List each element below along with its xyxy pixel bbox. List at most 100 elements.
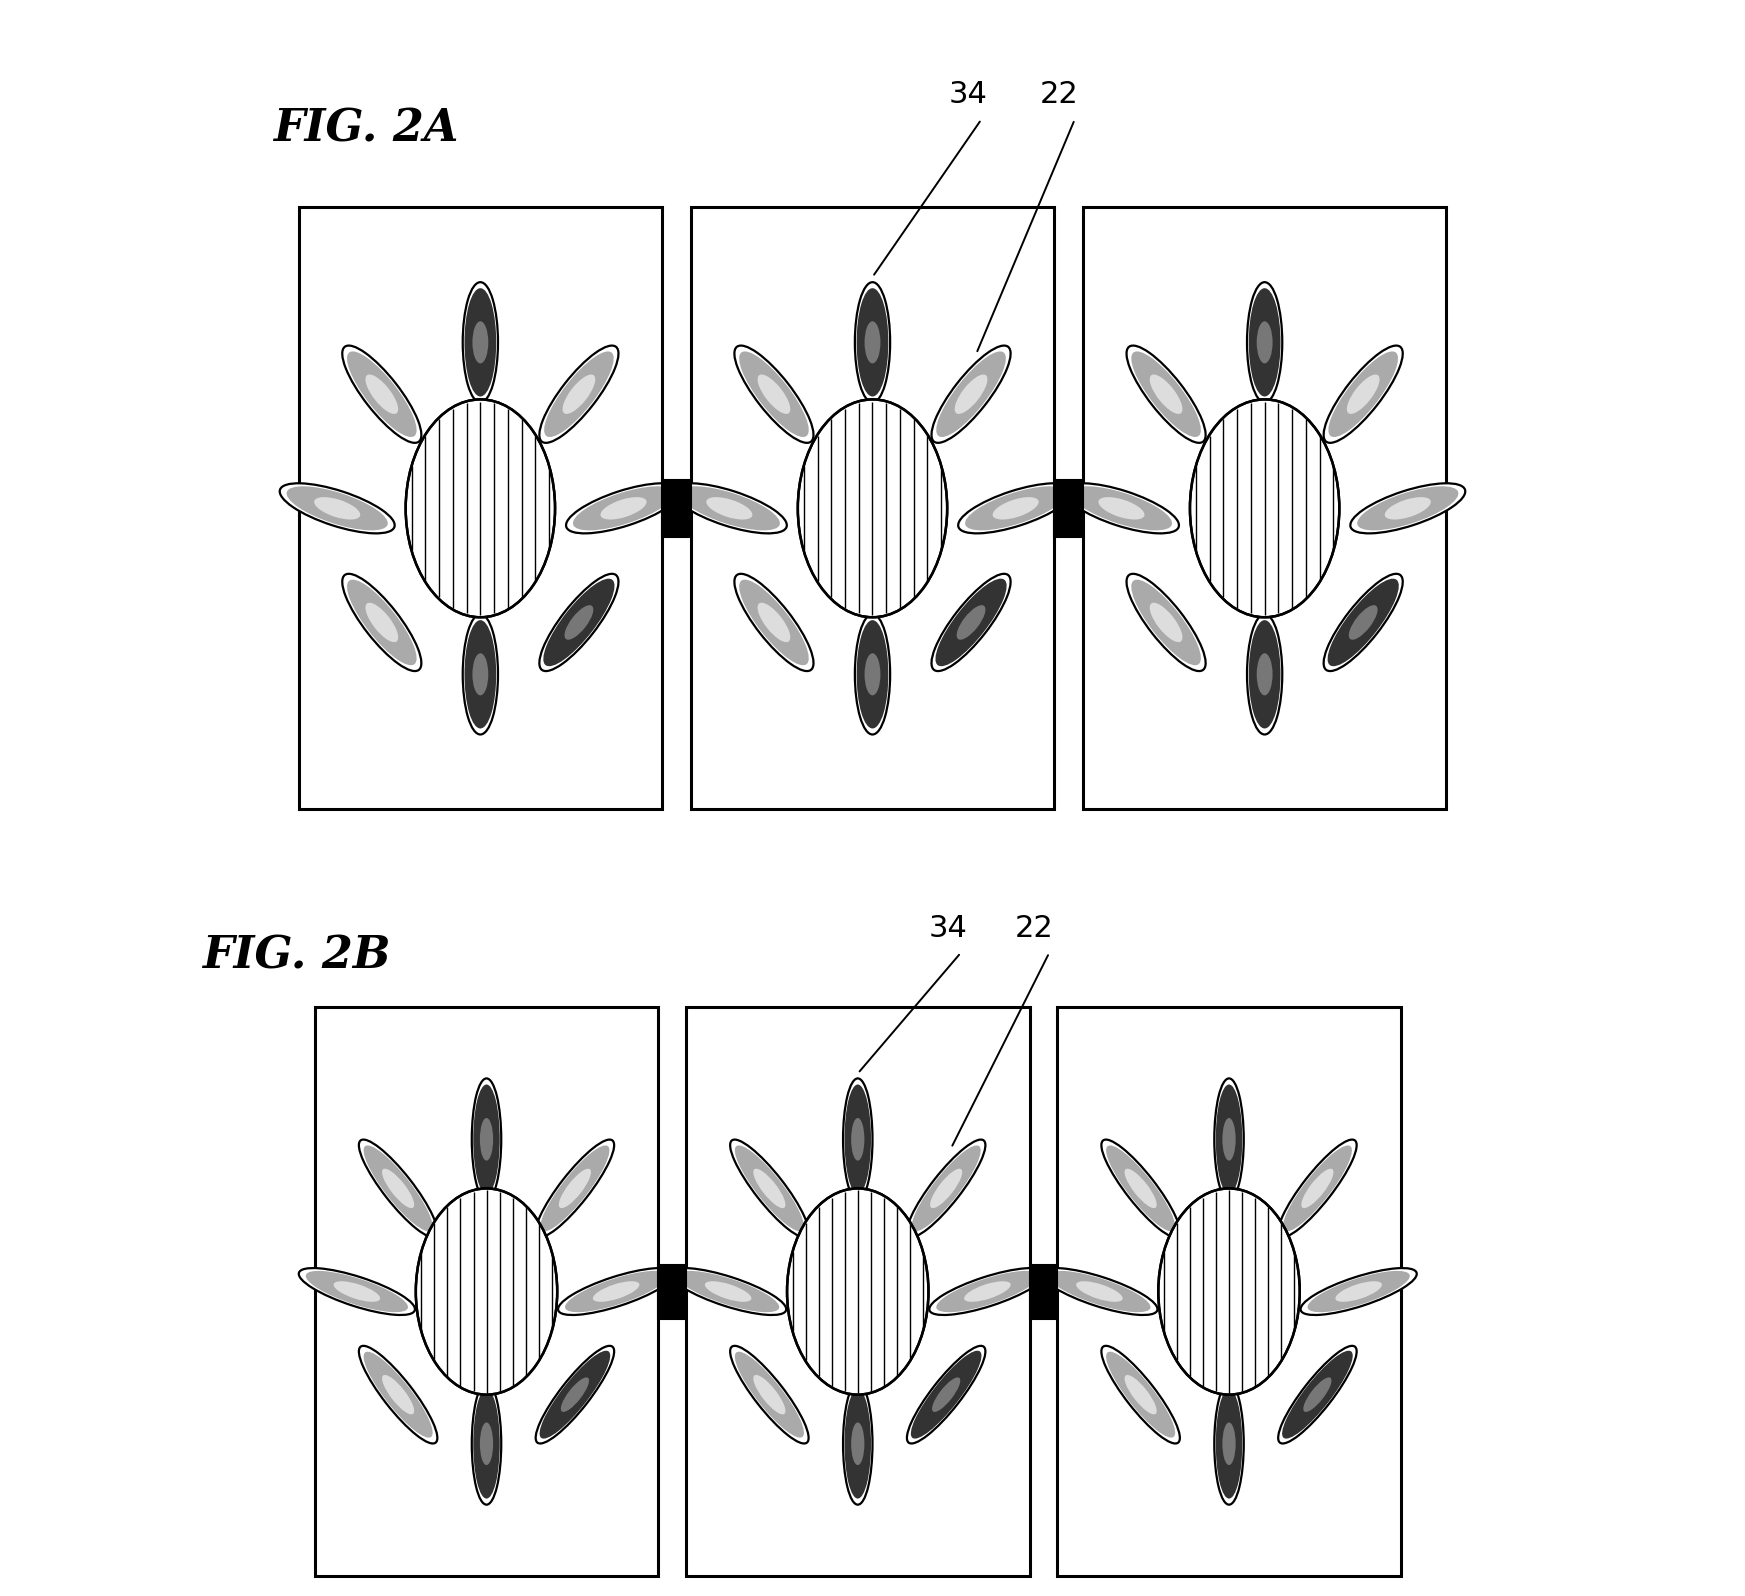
Ellipse shape (1216, 1085, 1242, 1194)
Ellipse shape (1124, 1374, 1157, 1414)
Ellipse shape (1283, 1350, 1352, 1438)
Ellipse shape (565, 605, 593, 640)
Ellipse shape (1071, 487, 1173, 530)
Ellipse shape (845, 1389, 871, 1499)
Ellipse shape (1150, 375, 1183, 413)
Ellipse shape (677, 1270, 780, 1312)
Ellipse shape (473, 1085, 499, 1194)
Ellipse shape (757, 375, 790, 413)
Ellipse shape (342, 346, 421, 442)
Bar (661, 480, 691, 536)
Ellipse shape (935, 579, 1007, 666)
Ellipse shape (1328, 579, 1399, 666)
Ellipse shape (735, 1146, 804, 1232)
Ellipse shape (1304, 1377, 1331, 1412)
Ellipse shape (852, 1422, 864, 1465)
Ellipse shape (342, 575, 421, 670)
Ellipse shape (464, 621, 496, 728)
Ellipse shape (539, 575, 618, 670)
Ellipse shape (729, 1345, 808, 1443)
Text: 22: 22 (1016, 915, 1054, 943)
Ellipse shape (1324, 575, 1403, 670)
Ellipse shape (562, 375, 595, 413)
Ellipse shape (572, 487, 674, 530)
Ellipse shape (333, 1282, 380, 1302)
Ellipse shape (1249, 289, 1281, 396)
Ellipse shape (705, 1282, 752, 1302)
Ellipse shape (462, 614, 497, 734)
Ellipse shape (855, 282, 890, 402)
Ellipse shape (600, 496, 647, 520)
Ellipse shape (539, 1350, 611, 1438)
Ellipse shape (558, 1269, 674, 1315)
Ellipse shape (462, 282, 497, 402)
Ellipse shape (907, 1140, 986, 1237)
Ellipse shape (1098, 496, 1145, 520)
Bar (314, 1007, 658, 1577)
Ellipse shape (1215, 1079, 1244, 1200)
Ellipse shape (541, 1146, 609, 1232)
Ellipse shape (1248, 282, 1283, 402)
Ellipse shape (1216, 1389, 1242, 1499)
Ellipse shape (1349, 605, 1377, 640)
Ellipse shape (471, 1079, 501, 1200)
Text: 22: 22 (1040, 80, 1078, 109)
Ellipse shape (543, 579, 614, 666)
Text: 34: 34 (949, 80, 988, 109)
Ellipse shape (932, 1377, 960, 1412)
Ellipse shape (363, 1146, 433, 1232)
Ellipse shape (1049, 1270, 1150, 1312)
Ellipse shape (740, 579, 808, 666)
Ellipse shape (1307, 1270, 1410, 1312)
Ellipse shape (930, 1168, 961, 1208)
Ellipse shape (857, 621, 888, 728)
Ellipse shape (1077, 1282, 1122, 1302)
Text: FIG. 2B: FIG. 2B (202, 934, 391, 977)
Ellipse shape (347, 579, 417, 666)
Ellipse shape (735, 1352, 804, 1438)
Ellipse shape (855, 614, 890, 734)
Ellipse shape (473, 1389, 499, 1499)
Bar (1084, 207, 1447, 809)
Bar (1057, 1007, 1401, 1577)
Ellipse shape (365, 375, 398, 413)
Ellipse shape (473, 653, 489, 696)
Ellipse shape (363, 1352, 433, 1438)
Ellipse shape (1335, 1282, 1382, 1302)
Ellipse shape (1300, 1269, 1417, 1315)
Ellipse shape (1127, 575, 1206, 670)
Ellipse shape (932, 575, 1010, 670)
Ellipse shape (565, 484, 681, 533)
Ellipse shape (1248, 614, 1283, 734)
Bar (1030, 1264, 1057, 1318)
Ellipse shape (480, 1422, 494, 1465)
Ellipse shape (359, 1140, 438, 1237)
Ellipse shape (1277, 1345, 1356, 1443)
Ellipse shape (864, 653, 881, 696)
Ellipse shape (365, 603, 398, 642)
Ellipse shape (1347, 375, 1380, 413)
Ellipse shape (544, 351, 614, 437)
Ellipse shape (1283, 1146, 1352, 1232)
Ellipse shape (1106, 1352, 1174, 1438)
Ellipse shape (1127, 346, 1206, 442)
Ellipse shape (382, 1168, 414, 1208)
Ellipse shape (1351, 484, 1466, 533)
Ellipse shape (536, 1140, 614, 1237)
Bar (1054, 480, 1084, 536)
Ellipse shape (536, 1345, 614, 1443)
Text: 34: 34 (928, 915, 967, 943)
Ellipse shape (955, 375, 988, 413)
Ellipse shape (735, 575, 813, 670)
Ellipse shape (1249, 621, 1281, 728)
Ellipse shape (670, 1269, 787, 1315)
Ellipse shape (359, 1345, 438, 1443)
Ellipse shape (937, 1270, 1038, 1312)
Ellipse shape (729, 1140, 808, 1237)
Ellipse shape (1159, 1189, 1300, 1395)
Ellipse shape (1256, 653, 1272, 696)
Ellipse shape (740, 351, 808, 437)
Bar (686, 1007, 1030, 1577)
Ellipse shape (1064, 484, 1180, 533)
Ellipse shape (405, 399, 555, 618)
